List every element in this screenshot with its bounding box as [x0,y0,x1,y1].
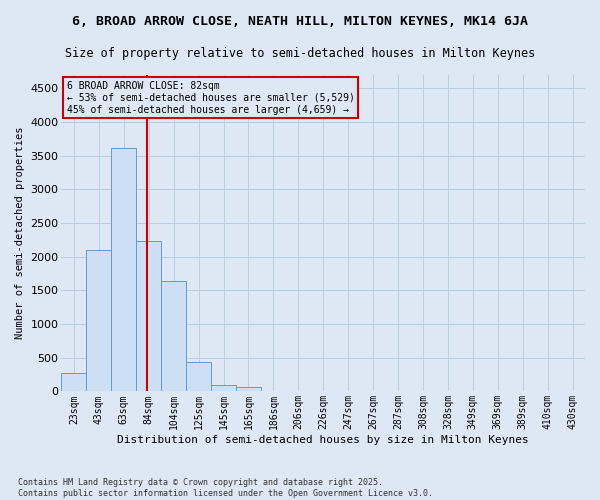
Y-axis label: Number of semi-detached properties: Number of semi-detached properties [15,127,25,340]
Bar [186,362,211,392]
X-axis label: Distribution of semi-detached houses by size in Milton Keynes: Distribution of semi-detached houses by … [118,435,529,445]
Text: 6 BROAD ARROW CLOSE: 82sqm
← 53% of semi-detached houses are smaller (5,529)
45%: 6 BROAD ARROW CLOSE: 82sqm ← 53% of semi… [67,82,355,114]
Bar [161,281,186,392]
Text: 6, BROAD ARROW CLOSE, NEATH HILL, MILTON KEYNES, MK14 6JA: 6, BROAD ARROW CLOSE, NEATH HILL, MILTON… [72,15,528,28]
Text: Contains HM Land Registry data © Crown copyright and database right 2025.
Contai: Contains HM Land Registry data © Crown c… [18,478,433,498]
Bar [86,250,112,392]
Bar [61,372,86,392]
Bar [112,148,136,392]
Text: Size of property relative to semi-detached houses in Milton Keynes: Size of property relative to semi-detach… [65,48,535,60]
Bar [211,385,236,392]
Bar [136,242,161,392]
Bar [236,388,261,392]
